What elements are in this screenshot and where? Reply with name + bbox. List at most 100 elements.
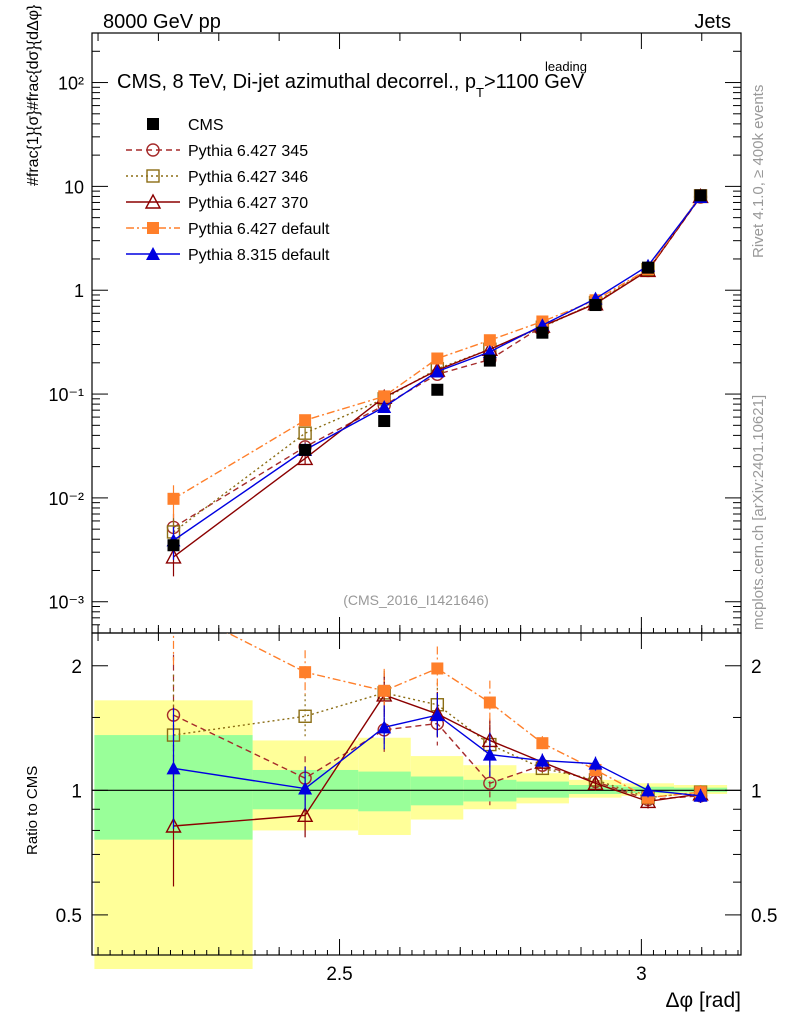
data-point xyxy=(694,189,707,202)
green-band-2 xyxy=(358,771,411,812)
ratio-point xyxy=(536,737,549,750)
ratio-point xyxy=(588,756,603,770)
legend-marker xyxy=(144,193,162,209)
data-point xyxy=(167,539,180,552)
ratio-point xyxy=(587,774,604,790)
data-point xyxy=(165,548,182,564)
legend-marker xyxy=(147,118,159,130)
main-y-tick-label: 10⁻³ xyxy=(48,593,84,613)
plot-title: CMS, 8 TeV, Di-jet azimuthal decorrel., … xyxy=(117,71,585,100)
ratio-point xyxy=(483,776,497,790)
ratio-point xyxy=(482,747,497,761)
main-panel-series xyxy=(165,187,709,577)
legend-label: Pythia 6.427 346 xyxy=(188,169,308,186)
main-y-tick-label: 10⁻¹ xyxy=(48,385,84,405)
title-subscript: T xyxy=(476,85,484,100)
ratio-y-tick-label-right: 0.5 xyxy=(751,906,777,927)
data-point xyxy=(299,414,312,427)
series-pythia-8-315-default xyxy=(166,190,708,560)
axis-ticks: 10⁻³ 10⁻² 10⁻¹ 1 10 10² 2.5 3 0.5 0.5 1 1 2 2 xyxy=(48,32,777,985)
title-main: CMS, 8 TeV, Di-jet azimuthal decorrel., … xyxy=(117,71,476,93)
data-series xyxy=(165,187,709,887)
ratio-y-axis-label: Ratio to CMS xyxy=(24,766,41,855)
title-tail: >1100 GeV xyxy=(484,71,585,93)
series-pythia-6-427-default xyxy=(167,189,707,519)
data-point xyxy=(298,426,312,440)
legend-entry: Pythia 6.427 346 xyxy=(126,169,308,186)
ratio-point xyxy=(296,806,314,823)
ratio-point xyxy=(378,684,391,697)
ratio-point xyxy=(298,781,313,795)
ratio-point xyxy=(431,662,444,675)
data-point xyxy=(167,492,180,505)
ratio-y-tick-label-left: 1 xyxy=(71,781,82,802)
header-category: Jets xyxy=(694,11,731,33)
ratio-point xyxy=(166,761,181,775)
main-y-tick-label: 10 xyxy=(64,177,84,197)
legend-entry: Pythia 6.427 370 xyxy=(126,193,308,212)
title-superscript: leading xyxy=(545,59,587,74)
legend-label: CMS xyxy=(188,117,224,134)
ratio-uncertainty-bands xyxy=(92,700,741,970)
ratio-panel-series xyxy=(165,599,709,887)
data-point xyxy=(431,383,444,396)
data-point xyxy=(378,415,391,428)
ratio-pythia-8-315-default xyxy=(166,693,708,829)
data-point xyxy=(642,261,655,274)
ratio-point xyxy=(168,599,180,611)
main-y-axis-label: #frac{1}{σ}#frac{dσ}{dΔφ} [rad⁻¹] xyxy=(25,0,42,186)
legend-entry: Pythia 6.427 default xyxy=(126,221,330,238)
data-point xyxy=(430,364,445,378)
plot-frames xyxy=(91,32,742,956)
ylabel-text: #frac{1}{σ}#frac{dσ}{dΔφ} [rad⁻¹] xyxy=(25,0,42,186)
ratio-point xyxy=(430,708,445,722)
legend-label: Pythia 6.427 370 xyxy=(188,195,308,212)
data-point xyxy=(483,334,496,347)
x-tick-label: 2.5 xyxy=(326,964,352,985)
ratio-point xyxy=(298,709,312,723)
legend-label: Pythia 6.427 default xyxy=(188,221,330,238)
rivet-label: Rivet 4.1.0, ≥ 400k events xyxy=(750,85,767,258)
legend-label: Pythia 6.427 345 xyxy=(188,143,308,160)
data-point xyxy=(482,344,497,358)
data-point xyxy=(589,299,602,312)
legend-marker xyxy=(146,143,160,157)
ratio-point xyxy=(377,720,392,734)
series-line xyxy=(173,194,702,500)
ratio-point xyxy=(299,666,312,679)
data-point xyxy=(536,326,549,339)
legend-label: Pythia 8.315 default xyxy=(188,247,330,264)
data-point xyxy=(483,354,496,367)
ratio-point xyxy=(483,696,496,709)
legend-marker xyxy=(146,169,160,183)
ratio-point xyxy=(165,817,182,833)
legend: CMS Pythia 6.427 345 Pythia 6.427 346 Pythi… xyxy=(126,117,330,264)
ratio-frame xyxy=(91,632,742,956)
legend-entry: CMS xyxy=(147,117,224,134)
ratio-point xyxy=(693,788,708,802)
ratio-y-tick-label-right: 2 xyxy=(751,657,762,678)
analysis-id: (CMS_2016_I1421646) xyxy=(343,592,489,608)
series-cms xyxy=(167,189,707,552)
data-point xyxy=(378,390,391,403)
ratio-y-tick-label-right: 1 xyxy=(751,781,762,802)
main-y-tick-label: 1 xyxy=(74,281,84,301)
legend-entry: Pythia 6.427 345 xyxy=(126,143,308,160)
data-point xyxy=(431,352,444,365)
legend-marker xyxy=(147,222,159,234)
x-tick-label: 3 xyxy=(636,964,647,985)
ratio-point xyxy=(535,753,550,767)
header-energy: 8000 GeV pp xyxy=(103,11,221,33)
main-y-tick-label: 10⁻² xyxy=(48,489,84,509)
ratio-line xyxy=(226,633,701,799)
ratio-point xyxy=(641,783,656,797)
ratio-y-tick-label-left: 0.5 xyxy=(56,906,82,927)
green-band-5 xyxy=(516,781,569,798)
legend-marker xyxy=(146,247,160,260)
data-point xyxy=(296,449,314,466)
data-point xyxy=(377,400,392,414)
main-y-tick-label: 10² xyxy=(58,74,84,94)
mcplots-label: mcplots.cern.ch [arXiv:2401.10621] xyxy=(750,395,767,630)
legend-entry: Pythia 8.315 default xyxy=(126,247,330,264)
